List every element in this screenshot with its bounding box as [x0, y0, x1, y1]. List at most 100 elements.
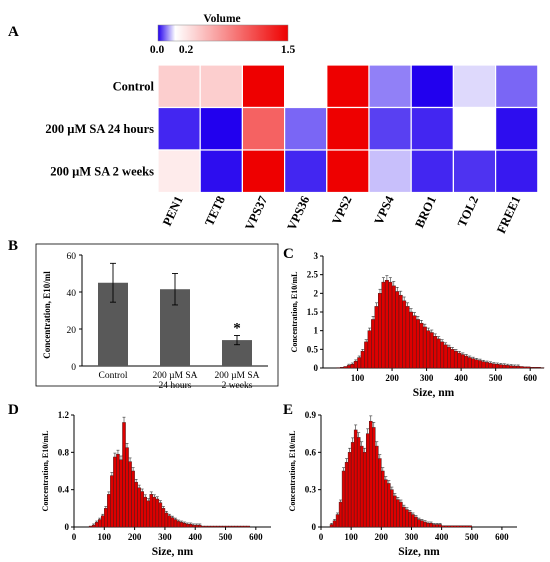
histD-bar: [161, 508, 166, 528]
histE-bar: [390, 489, 394, 528]
heatmap-cell: [452, 149, 497, 194]
histC-ytick-label: 2: [314, 288, 319, 298]
histD-bar: [219, 525, 223, 528]
panel-b-category-label: 200 µM SA 24 hours: [152, 371, 197, 391]
histD-bar: [191, 524, 196, 528]
histE-bar: [399, 501, 403, 528]
histC-ytick-label: 3: [314, 251, 319, 261]
bar-chart-b-content: 0 20 40 60 Control 200 µM SA 24 hours 200 µM SA…: [67, 252, 268, 391]
histC-bar: [426, 330, 431, 369]
histC-bar: [360, 350, 365, 369]
histD-bar: [182, 523, 187, 528]
heatmap-column-label: VPS2: [329, 194, 354, 227]
histC-bar: [402, 300, 407, 369]
histE-bar: [453, 525, 457, 528]
histE-bar: [441, 525, 445, 528]
histC-bar: [384, 280, 389, 369]
heatmap-column-label: VPS37: [242, 194, 270, 233]
histC-bar: [422, 326, 427, 369]
histE-ylabel: Concentration, E10/mL: [288, 431, 297, 512]
panel-letter-e: E: [283, 402, 293, 418]
histD-bar: [201, 525, 205, 528]
histC-bar: [440, 341, 445, 369]
histD-xtick-label: 300: [158, 532, 172, 542]
histE-bar: [344, 462, 349, 528]
histD-bar: [94, 522, 99, 528]
histC-ytick-label: 1: [314, 326, 319, 336]
histE-ytick-label: 0.9: [305, 410, 317, 420]
histE-bar: [381, 470, 385, 528]
histC-ylabel: Concentration, E10/mL: [290, 272, 299, 353]
histC-bar: [474, 359, 479, 369]
histE-xtick-label: 400: [435, 532, 449, 542]
histE-bar: [426, 523, 430, 528]
histD-bar: [237, 525, 241, 528]
histD-bar: [91, 524, 96, 528]
histC-bar: [512, 365, 517, 369]
histC-bar: [488, 362, 493, 369]
heatmap-cell: [326, 106, 370, 151]
histD-bar: [101, 515, 105, 528]
histC-bar: [374, 306, 379, 369]
histE-xtick-label: 300: [405, 532, 419, 542]
heatmap-column-label: VPS4: [372, 193, 398, 227]
heatmap-row-label: 200 µM SA 24 hours: [45, 122, 154, 136]
histD-xtick-label: 500: [219, 532, 233, 542]
histC-bar: [529, 367, 534, 369]
bar-chart-b: 0 20 40 60 Control 200 µM SA 24 hours 200 µM SA…: [35, 243, 279, 391]
heatmap-cell: [284, 149, 328, 194]
histE-bar: [429, 523, 433, 528]
histC-bar: [536, 367, 541, 369]
heatmap-cell: [410, 149, 455, 194]
histE-bar: [350, 442, 355, 528]
heatmap-row-labels: Control 200 µM SA 24 hours 200 µM SA 2 wee…: [45, 79, 154, 178]
heatmap-row-label: Control: [113, 79, 155, 93]
histC-bar: [478, 360, 483, 369]
histC-bar: [409, 311, 414, 369]
heatmap-column-labels: PEN1 TET8 VPS37 VPS36 VPS2 VPS4 BRO1 TOL2 FREE1: [160, 193, 523, 235]
histogram-c: 0 0.5 1 1.5 2 2.5 3 100 200 300 400 500 600 Size, nm C…: [290, 251, 545, 399]
histC-bar: [395, 291, 400, 369]
colorbar-tick-mid: 0.2: [179, 44, 194, 56]
histC-bar: [381, 281, 386, 369]
histC-ytick-label: 2.5: [307, 270, 319, 280]
histD-bar: [240, 525, 244, 528]
histC-bar: [523, 366, 527, 369]
histD-bar: [173, 519, 178, 528]
heatmap-cell: [199, 106, 243, 151]
histC-bar: [419, 322, 424, 369]
histD-bar: [97, 519, 102, 528]
histE-bar: [438, 524, 442, 528]
histE-bar: [432, 524, 436, 528]
heatmap-cell: [199, 149, 243, 194]
histE-xtick-label: 600: [495, 532, 509, 542]
histC-bar: [453, 350, 458, 369]
histD-bar: [231, 525, 235, 528]
heatmap-cell: [495, 149, 539, 194]
histC-bar: [367, 330, 372, 369]
histE-ytick-label: 0: [312, 522, 317, 532]
heatmap-cell: [241, 64, 286, 109]
histC-bar: [415, 319, 420, 369]
histC-bar: [519, 366, 524, 369]
histD-bar: [152, 496, 157, 528]
heatmap-cells: [157, 64, 539, 194]
histD-bar: [234, 525, 238, 528]
panel-b-ytick-label: 60: [67, 252, 77, 262]
histD-bar: [228, 525, 232, 528]
panel-b-ylabel: Concentration, E10/ml: [42, 271, 52, 359]
histC-bar: [481, 361, 486, 369]
panel-letter-d: D: [8, 402, 19, 418]
histE-bar: [353, 429, 358, 528]
histC-bar: [516, 365, 521, 369]
heatmap-cell: [495, 106, 539, 151]
colorbar-tick-high: 1.5: [281, 44, 296, 56]
colorbar-tick-low: 0.0: [150, 44, 165, 56]
histE-bar: [372, 427, 376, 528]
histD-bar: [243, 525, 248, 528]
histD-bar: [143, 496, 147, 528]
histD-xtick-label: 0: [72, 532, 77, 542]
histD-bar: [198, 524, 202, 528]
histC-bar: [457, 352, 462, 369]
histE-xlabel: Size, nm: [398, 546, 440, 558]
